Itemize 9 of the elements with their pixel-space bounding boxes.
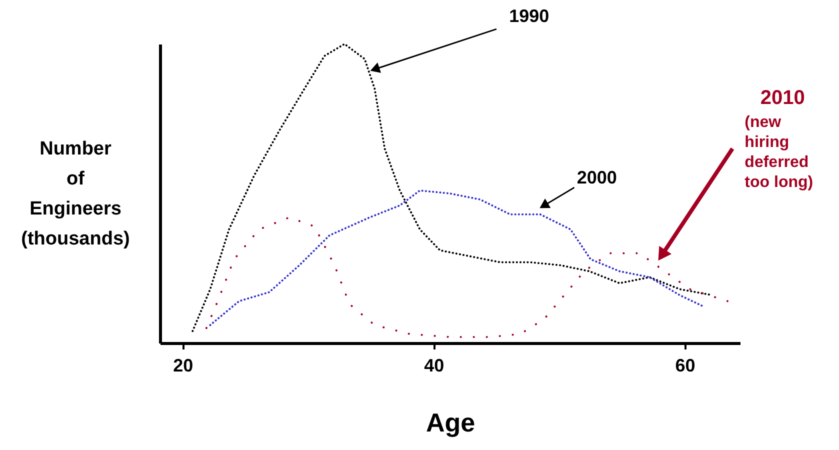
x-axis-title: Age: [426, 408, 476, 438]
x-tick-label: 40: [424, 356, 444, 376]
y-axis-title: Number of Engineers (thousands): [21, 138, 130, 250]
text: 2000: [576, 168, 617, 188]
x-tick-label: 20: [173, 356, 194, 376]
text: 1990: [509, 6, 550, 26]
text: (new hiring deferred too long): [744, 114, 814, 191]
text: 2010: [760, 86, 805, 109]
x-tick-label: 60: [675, 356, 696, 376]
